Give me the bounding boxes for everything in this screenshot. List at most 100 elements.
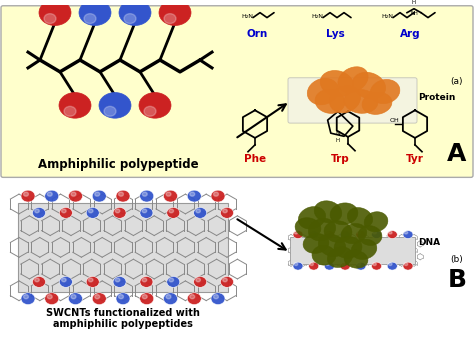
Ellipse shape <box>187 293 201 304</box>
Ellipse shape <box>21 293 35 304</box>
Ellipse shape <box>351 239 377 260</box>
Ellipse shape <box>35 278 39 282</box>
Text: DNA: DNA <box>418 238 440 247</box>
Text: H₂N: H₂N <box>381 14 393 19</box>
Text: (a): (a) <box>451 77 463 86</box>
Ellipse shape <box>334 237 362 258</box>
Ellipse shape <box>293 231 303 238</box>
Ellipse shape <box>194 276 207 287</box>
Ellipse shape <box>320 71 354 97</box>
Ellipse shape <box>341 224 367 244</box>
Ellipse shape <box>21 190 35 202</box>
Ellipse shape <box>59 276 73 287</box>
Ellipse shape <box>39 0 71 26</box>
Ellipse shape <box>166 294 171 299</box>
Ellipse shape <box>124 13 136 24</box>
Ellipse shape <box>95 192 100 196</box>
Ellipse shape <box>142 278 147 282</box>
Text: H₂N: H₂N <box>241 14 253 19</box>
Ellipse shape <box>140 276 153 287</box>
Ellipse shape <box>338 67 368 93</box>
Text: NH: NH <box>410 11 418 16</box>
Ellipse shape <box>223 278 227 282</box>
Text: H: H <box>336 138 340 143</box>
Ellipse shape <box>92 190 106 202</box>
Text: Orn: Orn <box>246 29 268 39</box>
Ellipse shape <box>33 208 46 218</box>
FancyBboxPatch shape <box>1 6 473 177</box>
Ellipse shape <box>69 293 82 304</box>
Text: H: H <box>412 0 416 5</box>
Ellipse shape <box>344 250 368 268</box>
Ellipse shape <box>356 231 366 238</box>
Ellipse shape <box>104 106 116 116</box>
Text: OH: OH <box>390 118 400 123</box>
Text: Amphiphilic polypeptide: Amphiphilic polypeptide <box>38 158 198 171</box>
Ellipse shape <box>362 92 392 115</box>
Ellipse shape <box>167 276 180 287</box>
Ellipse shape <box>62 209 66 213</box>
Ellipse shape <box>293 262 303 270</box>
Text: Tyr: Tyr <box>406 154 424 164</box>
Ellipse shape <box>118 294 123 299</box>
Ellipse shape <box>373 231 376 234</box>
Ellipse shape <box>347 208 373 228</box>
Ellipse shape <box>308 218 336 241</box>
Ellipse shape <box>314 201 342 223</box>
Ellipse shape <box>99 92 131 118</box>
Ellipse shape <box>169 278 173 282</box>
Ellipse shape <box>35 209 39 213</box>
Ellipse shape <box>403 262 413 270</box>
Ellipse shape <box>187 190 201 202</box>
Ellipse shape <box>328 247 353 267</box>
Ellipse shape <box>89 278 93 282</box>
Ellipse shape <box>194 208 207 218</box>
Ellipse shape <box>404 231 408 234</box>
FancyBboxPatch shape <box>288 78 417 123</box>
Ellipse shape <box>140 293 154 304</box>
Text: B: B <box>447 268 466 292</box>
Ellipse shape <box>92 293 106 304</box>
Ellipse shape <box>344 90 378 113</box>
Ellipse shape <box>144 106 156 116</box>
Ellipse shape <box>164 293 177 304</box>
Ellipse shape <box>364 212 388 232</box>
Ellipse shape <box>79 0 111 26</box>
Ellipse shape <box>340 262 350 270</box>
Ellipse shape <box>326 263 329 265</box>
Ellipse shape <box>324 262 335 270</box>
Ellipse shape <box>387 231 397 238</box>
Text: Arg: Arg <box>400 29 420 39</box>
Ellipse shape <box>169 209 173 213</box>
Ellipse shape <box>223 209 227 213</box>
Ellipse shape <box>324 221 352 243</box>
Ellipse shape <box>59 92 91 118</box>
Ellipse shape <box>45 293 59 304</box>
Text: H₂N: H₂N <box>311 14 323 19</box>
Ellipse shape <box>330 203 358 225</box>
Ellipse shape <box>326 231 329 234</box>
FancyBboxPatch shape <box>18 203 228 292</box>
Ellipse shape <box>59 208 73 218</box>
Ellipse shape <box>164 13 176 24</box>
Ellipse shape <box>167 208 180 218</box>
Ellipse shape <box>86 276 99 287</box>
Ellipse shape <box>116 293 130 304</box>
Ellipse shape <box>71 192 76 196</box>
Ellipse shape <box>372 262 382 270</box>
Ellipse shape <box>358 226 382 245</box>
Text: SWCNTs functionalized with
amphiphilic polypeptides: SWCNTs functionalized with amphiphilic p… <box>46 308 200 329</box>
Ellipse shape <box>341 231 345 234</box>
FancyBboxPatch shape <box>290 237 415 264</box>
Ellipse shape <box>319 234 346 257</box>
Ellipse shape <box>119 0 151 26</box>
Ellipse shape <box>303 234 329 253</box>
Ellipse shape <box>389 263 392 265</box>
Ellipse shape <box>214 294 219 299</box>
Ellipse shape <box>341 263 345 265</box>
Ellipse shape <box>352 72 385 99</box>
Ellipse shape <box>44 13 56 24</box>
Text: Trp: Trp <box>331 154 349 164</box>
Ellipse shape <box>140 208 153 218</box>
Ellipse shape <box>310 263 313 265</box>
